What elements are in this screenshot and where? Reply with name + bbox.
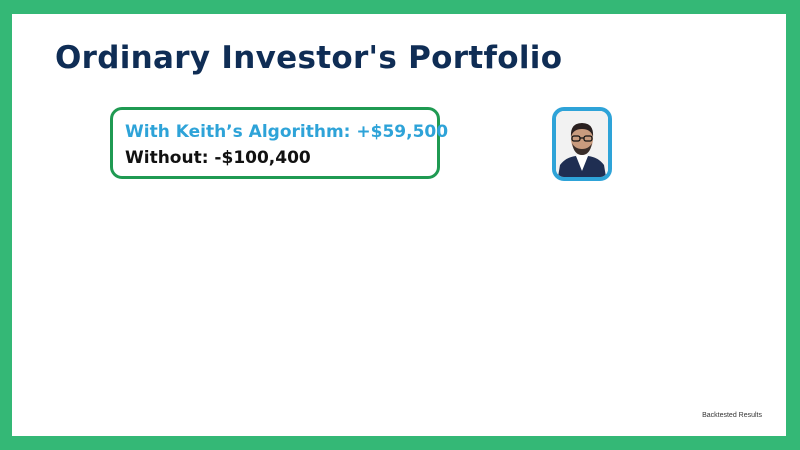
with-algorithm-result: With Keith’s Algorithm: +$59,500 [125,122,449,142]
person-portrait-icon [552,107,612,181]
page-title: Ordinary Investor's Portfolio [55,40,563,76]
legend-callout: With Keith’s Algorithm: +$59,500 Without… [110,107,448,179]
without-result: Without: -$100,400 [125,148,311,168]
footnote: Backtested Results [702,412,762,419]
slide-panel [12,14,786,436]
